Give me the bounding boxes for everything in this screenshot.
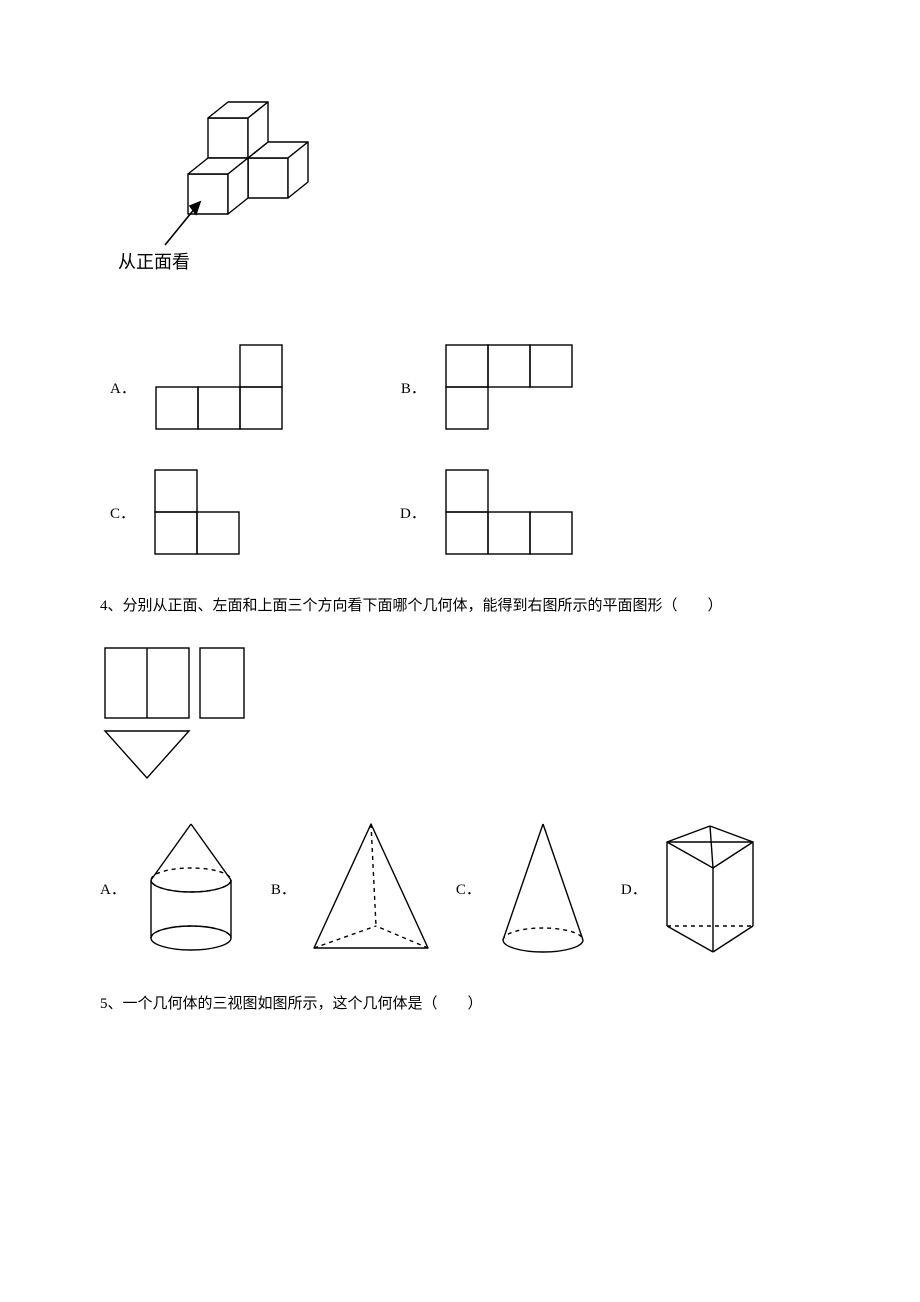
q3-options-row-1: A． B． xyxy=(100,340,820,435)
q3-option-a-shape xyxy=(146,340,286,435)
q3-option-a-label: A． xyxy=(110,377,136,398)
q4-option-a-label: A． xyxy=(100,878,126,899)
q3-option-b-label: B． xyxy=(401,377,426,398)
q4-three-views-figure xyxy=(100,643,820,793)
q4-option-c-shape xyxy=(491,818,596,958)
cube-arrangement-svg: 从正面看 xyxy=(100,90,350,300)
cube-arrangement-figure: 从正面看 xyxy=(100,90,820,300)
q5-text: 5、一个几何体的三视图如图所示，这个几何体是（ ） xyxy=(100,988,820,1021)
front-view-caption: 从正面看 xyxy=(118,252,190,272)
q4-option-a-shape xyxy=(136,818,246,958)
q3-option-d-label: D． xyxy=(400,502,426,523)
q4-option-b-shape xyxy=(306,818,436,958)
q3-options-row-2: C． D． xyxy=(100,465,820,560)
q4-three-views-svg xyxy=(100,643,290,793)
q3-option-d-shape xyxy=(436,465,576,560)
q4-option-c-label: C． xyxy=(456,878,481,899)
q4-text: 4、分别从正面、左面和上面三个方向看下面哪个几何体，能得到右图所示的平面图形（ … xyxy=(100,590,820,623)
q4-option-b-label: B． xyxy=(271,878,296,899)
q4-option-d-label: D． xyxy=(621,878,647,899)
q3-option-b-shape xyxy=(436,340,576,435)
q3-option-c-label: C． xyxy=(110,502,135,523)
q3-option-c-shape xyxy=(145,465,255,560)
q4-option-d-shape xyxy=(657,818,767,958)
q4-options-row: A． B． xyxy=(100,818,820,958)
